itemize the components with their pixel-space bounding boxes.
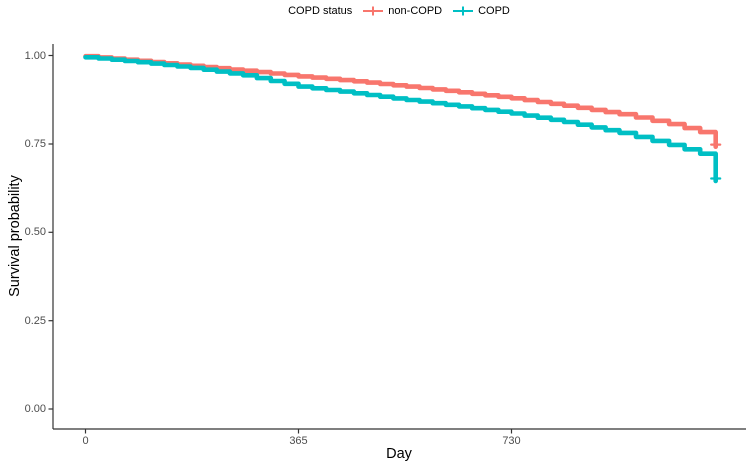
x-tick-label: 0 <box>82 435 89 447</box>
y-tick-label: 0.75 <box>24 138 46 150</box>
y-tick-label: 0.50 <box>24 226 46 239</box>
y-axis-ticks <box>48 54 53 410</box>
y-tick-label: 0.00 <box>24 403 46 415</box>
x-axis-title: Day <box>386 446 412 462</box>
legend-item-copd: COPD <box>452 3 510 19</box>
y-axis-title: Survival probability <box>7 175 23 297</box>
plus-line-icon <box>363 6 384 16</box>
x-tick-label: 730 <box>502 435 521 447</box>
legend-label: COPD <box>478 5 510 17</box>
legend-label: non-COPD <box>388 5 443 17</box>
y-tick-label: 0.25 <box>24 314 46 327</box>
x-tick-label: 365 <box>289 435 308 447</box>
legend-title: COPD status <box>288 5 353 17</box>
survival-curve-copd <box>83 55 718 184</box>
legend: COPD status non-COPD COPD <box>53 2 745 20</box>
y-tick-label: 1.00 <box>24 49 46 62</box>
x-axis-ticks <box>84 429 513 434</box>
plus-line-icon <box>453 6 474 16</box>
legend-item-non-copd: non-COPD <box>362 3 442 19</box>
